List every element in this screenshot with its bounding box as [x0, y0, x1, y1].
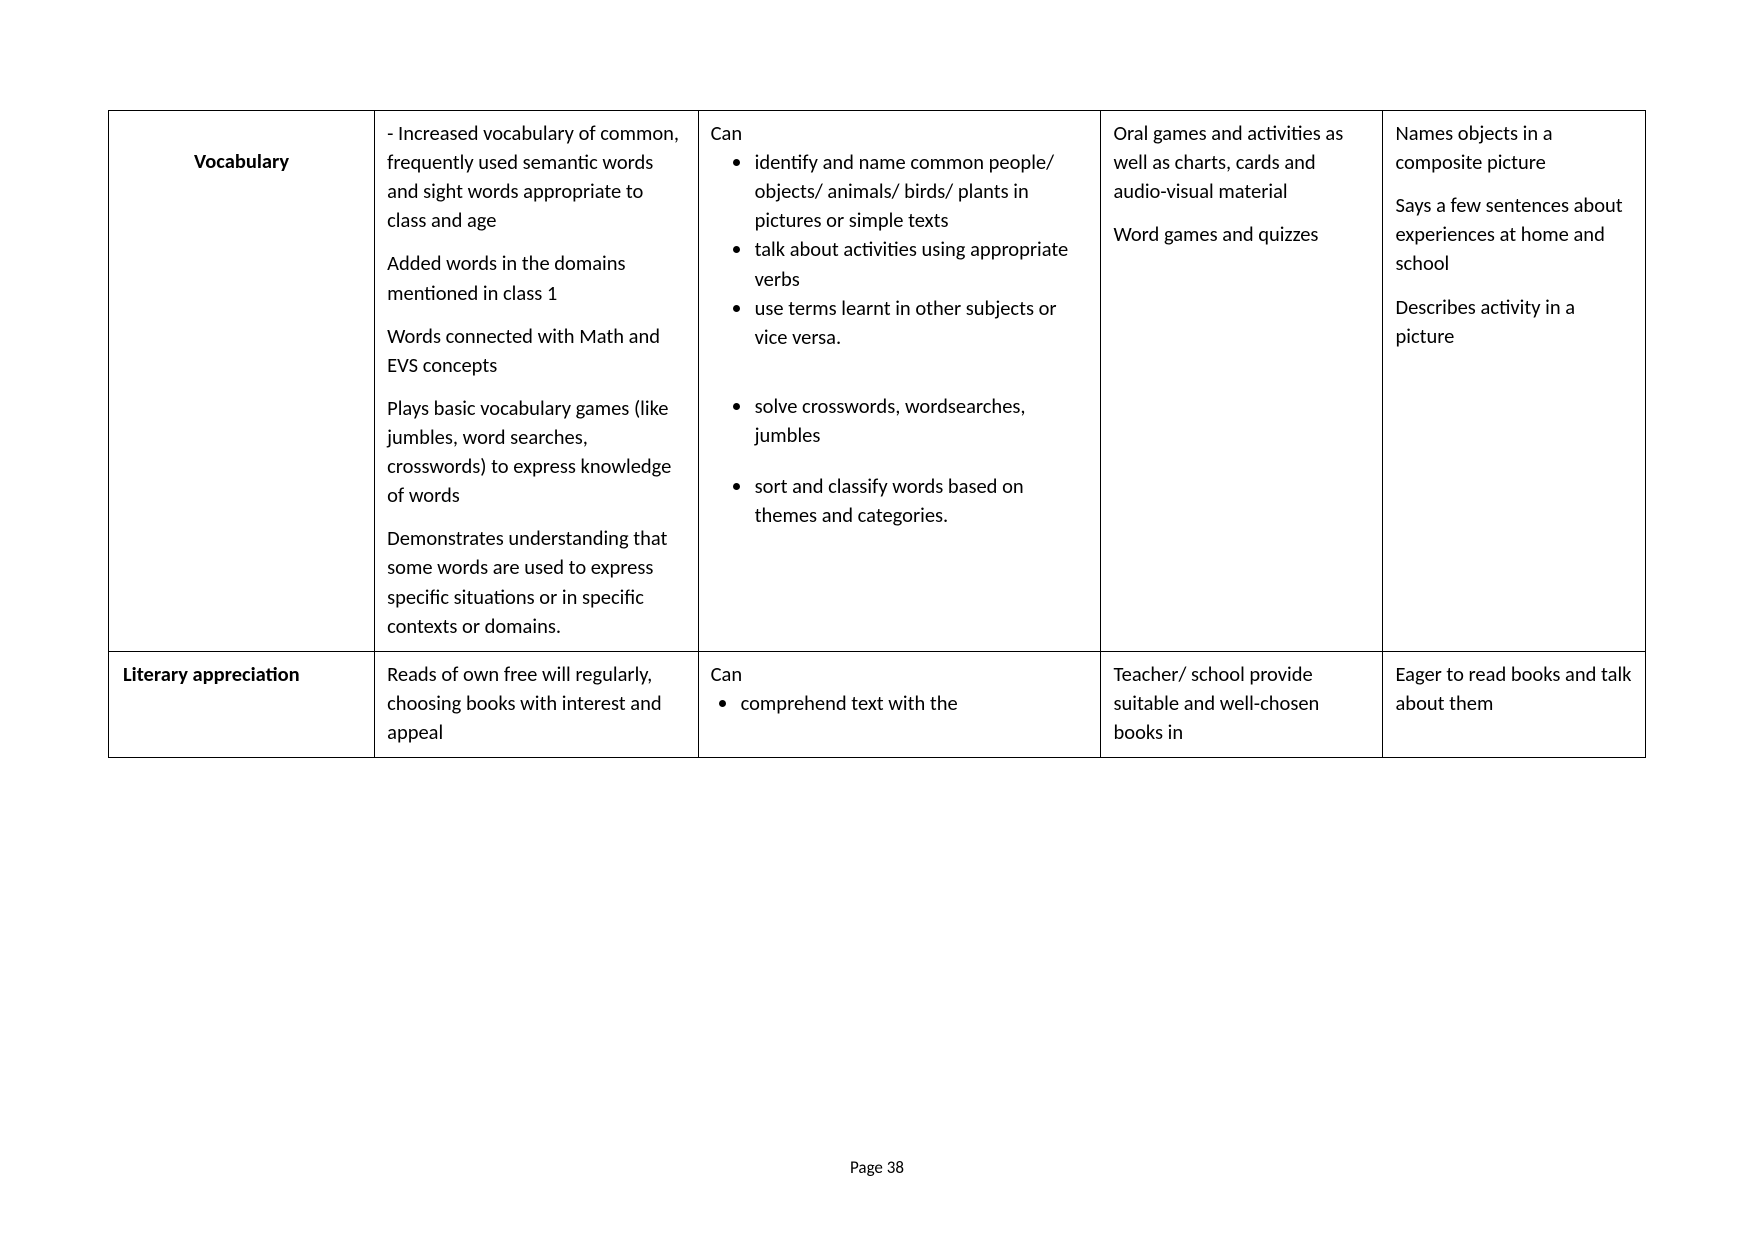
document-table: Vocabulary - Increased vocabulary of com… [108, 110, 1646, 758]
bullet-group: identify and name common people/ objects… [711, 148, 1089, 352]
paragraph: Describes activity in a picture [1395, 293, 1633, 351]
bullet-item: talk about activities using appropriate … [753, 235, 1089, 293]
paragraph: Reads of own free will regularly, choosi… [387, 660, 686, 747]
bullet-item: identify and name common people/ objects… [753, 148, 1089, 235]
table-row: Literary appreciation Reads of own free … [109, 651, 1646, 757]
cell-outcomes: Eager to read books and talk about them [1383, 651, 1646, 757]
bullet-item: comprehend text with the [739, 689, 1089, 718]
page: Vocabulary - Increased vocabulary of com… [0, 0, 1754, 1240]
paragraph: Teacher/ school provide suitable and wel… [1113, 660, 1370, 747]
paragraph: - Increased vocabulary of common, freque… [387, 119, 686, 235]
lead-word: Can [711, 119, 1089, 148]
bullet-group: solve crosswords, wordsearches, jumbles [711, 392, 1089, 450]
cell-description: - Increased vocabulary of common, freque… [375, 111, 699, 652]
cell-can: Can comprehend text with the [698, 651, 1101, 757]
bullet-group: comprehend text with the [711, 689, 1089, 718]
bullet-item: sort and classify words based on themes … [753, 472, 1089, 530]
paragraph: Plays basic vocabulary games (like jumbl… [387, 394, 686, 510]
cell-resources: Oral games and activities as well as cha… [1101, 111, 1383, 652]
paragraph: Word games and quizzes [1113, 220, 1370, 249]
bullet-item: use terms learnt in other subjects or vi… [753, 294, 1089, 352]
paragraph: Says a few sentences about experiences a… [1395, 191, 1633, 278]
paragraph: Words connected with Math and EVS concep… [387, 322, 686, 380]
table-row: Vocabulary - Increased vocabulary of com… [109, 111, 1646, 652]
row-header: Literary appreciation [109, 651, 375, 757]
cell-description: Reads of own free will regularly, choosi… [375, 651, 699, 757]
cell-resources: Teacher/ school provide suitable and wel… [1101, 651, 1383, 757]
lead-word: Can [711, 660, 1089, 689]
cell-outcomes: Names objects in a composite picture Say… [1383, 111, 1646, 652]
paragraph: Demonstrates understanding that some wor… [387, 524, 686, 640]
paragraph: Added words in the domains mentioned in … [387, 249, 686, 307]
bullet-group: sort and classify words based on themes … [711, 472, 1089, 530]
paragraph: Names objects in a composite picture [1395, 119, 1633, 177]
bullet-item: solve crosswords, wordsearches, jumbles [753, 392, 1089, 450]
row-header: Vocabulary [109, 111, 375, 652]
page-number: Page 38 [0, 1157, 1754, 1178]
cell-can: Can identify and name common people/ obj… [698, 111, 1101, 652]
paragraph: Oral games and activities as well as cha… [1113, 119, 1370, 206]
paragraph: Eager to read books and talk about them [1395, 660, 1633, 718]
